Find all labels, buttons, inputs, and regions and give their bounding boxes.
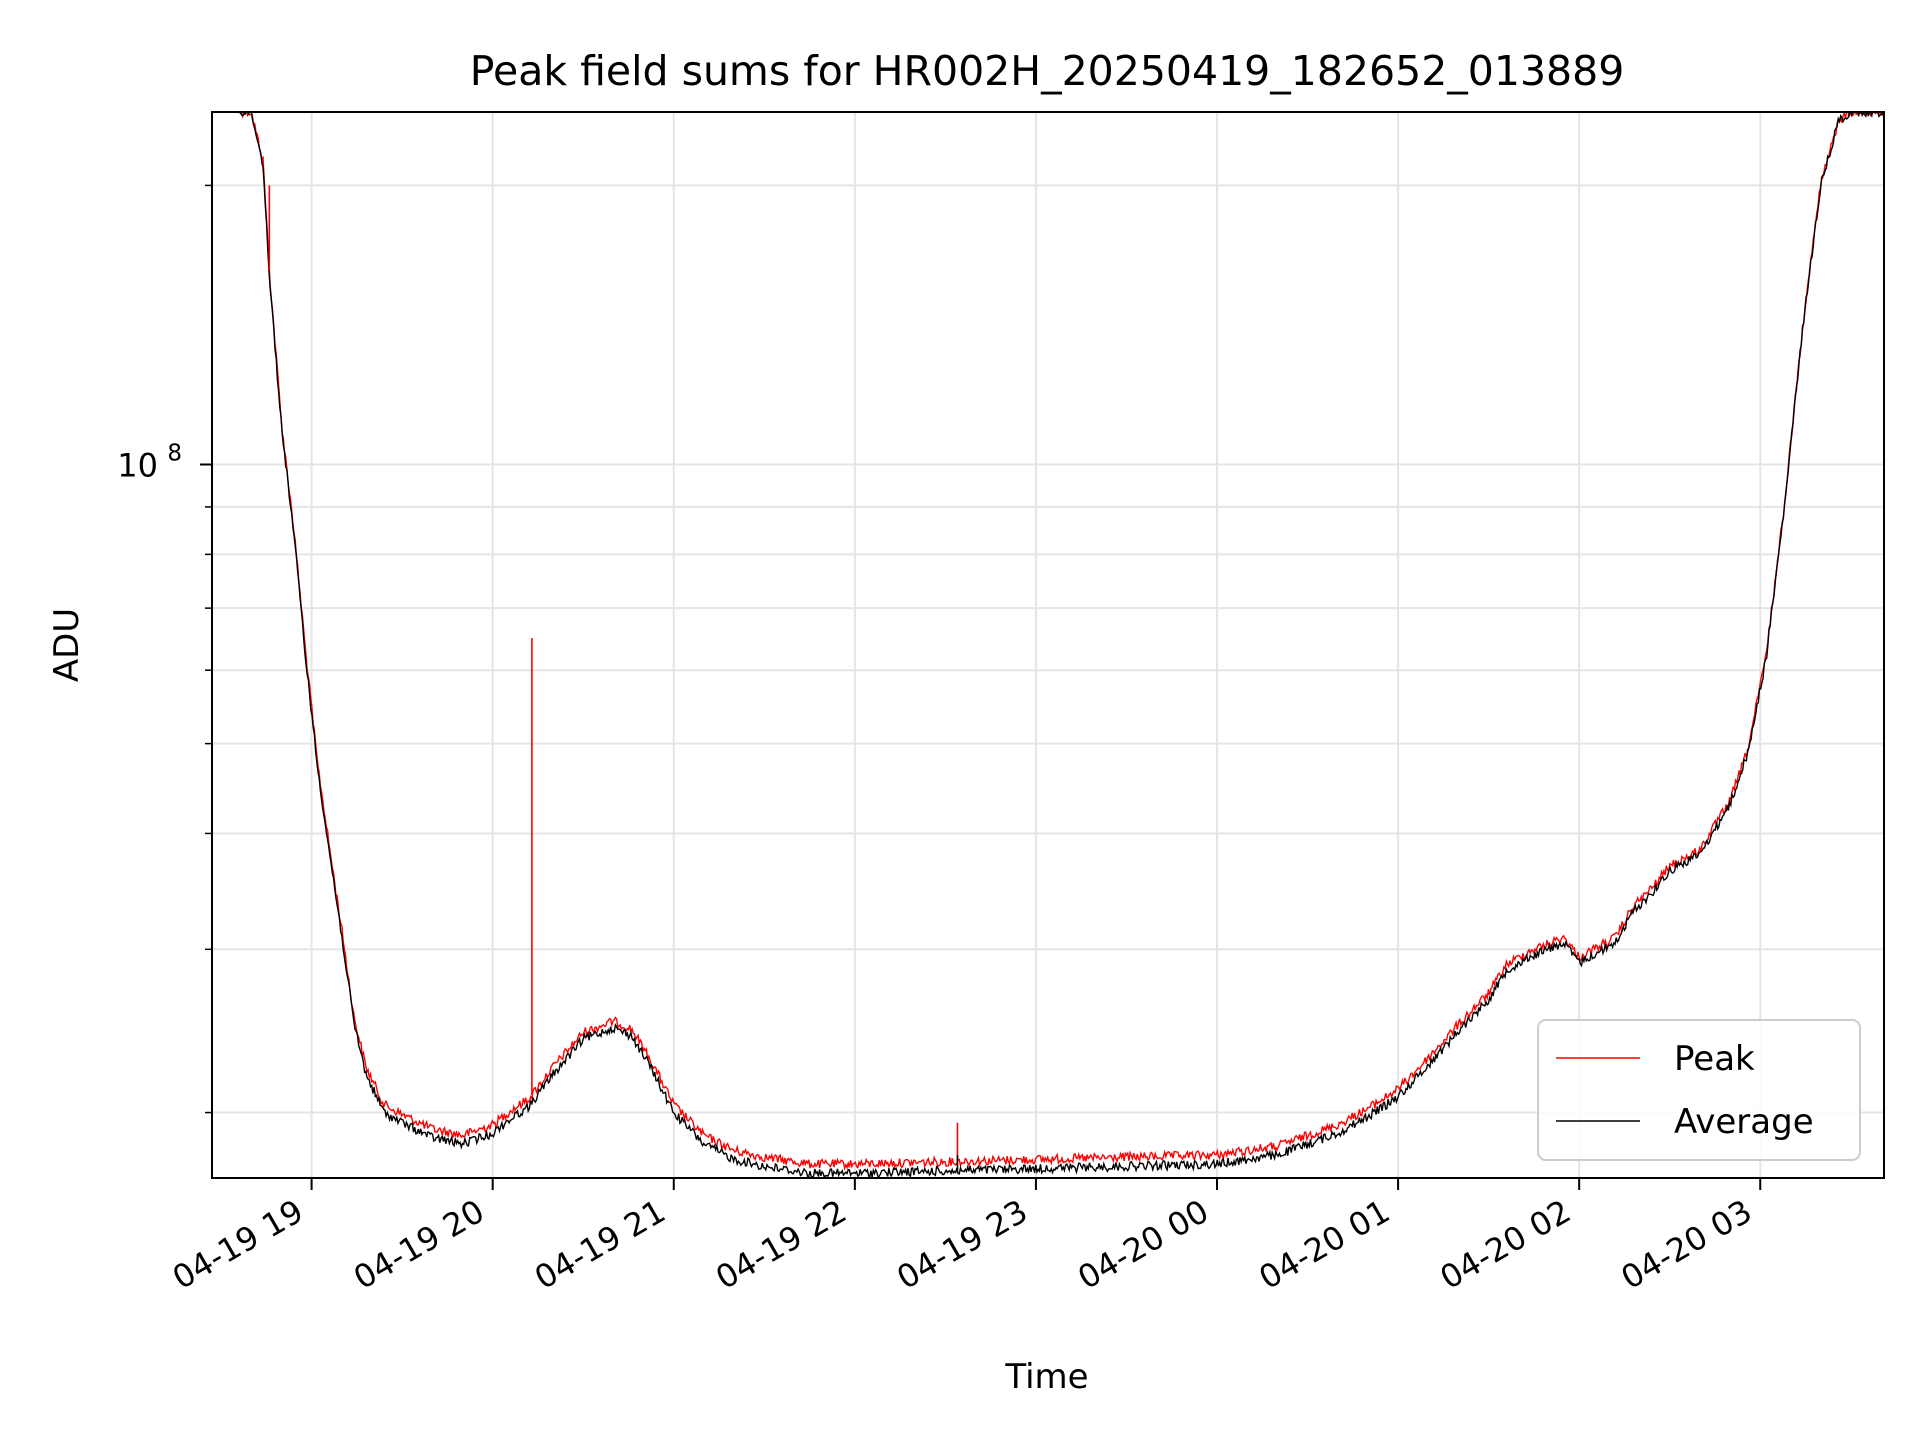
- legend-peak-label: Peak: [1674, 1039, 1755, 1079]
- y-axis-label: ADU: [47, 608, 87, 682]
- series-layer: [238, 112, 1884, 1178]
- plot-frame: [211, 111, 1885, 1179]
- legend-average-label: Average: [1674, 1102, 1814, 1142]
- series-line-average: [238, 112, 1884, 1178]
- y-tick-label-exponent: 8: [167, 441, 182, 467]
- chart-title: Peak field sums for HR002H_20250419_1826…: [470, 47, 1625, 95]
- legend-box: [1537, 1019, 1861, 1161]
- legend: Peak Average: [1537, 1019, 1861, 1161]
- y-tick-label: 10: [117, 447, 158, 485]
- series-line-peak: [238, 112, 1884, 1171]
- x-axis-label: Time: [1004, 1357, 1088, 1397]
